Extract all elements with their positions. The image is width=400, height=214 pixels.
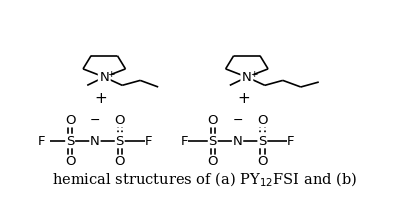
Text: O: O <box>114 155 125 168</box>
Text: N: N <box>242 71 252 84</box>
Text: O: O <box>208 114 218 127</box>
Text: +: + <box>237 91 250 106</box>
Text: F: F <box>38 135 45 147</box>
Text: hemical structures of (a) PY$_{12}$FSI and (b): hemical structures of (a) PY$_{12}$FSI a… <box>52 170 357 189</box>
Text: S: S <box>66 135 74 147</box>
Text: F: F <box>287 135 295 147</box>
Text: O: O <box>65 155 76 168</box>
Text: −: − <box>232 114 243 127</box>
Text: −: − <box>90 114 100 127</box>
Text: O: O <box>114 114 125 127</box>
Text: F: F <box>180 135 188 147</box>
Text: +: + <box>250 70 258 79</box>
Text: O: O <box>257 155 268 168</box>
Text: O: O <box>257 114 268 127</box>
Text: F: F <box>144 135 152 147</box>
Text: S: S <box>208 135 217 147</box>
Text: +: + <box>95 91 108 106</box>
Text: N: N <box>99 71 109 84</box>
Text: N: N <box>233 135 242 147</box>
Text: S: S <box>116 135 124 147</box>
Text: +: + <box>107 70 115 79</box>
Text: O: O <box>65 114 76 127</box>
Text: O: O <box>208 155 218 168</box>
Text: S: S <box>258 135 266 147</box>
Text: N: N <box>90 135 100 147</box>
